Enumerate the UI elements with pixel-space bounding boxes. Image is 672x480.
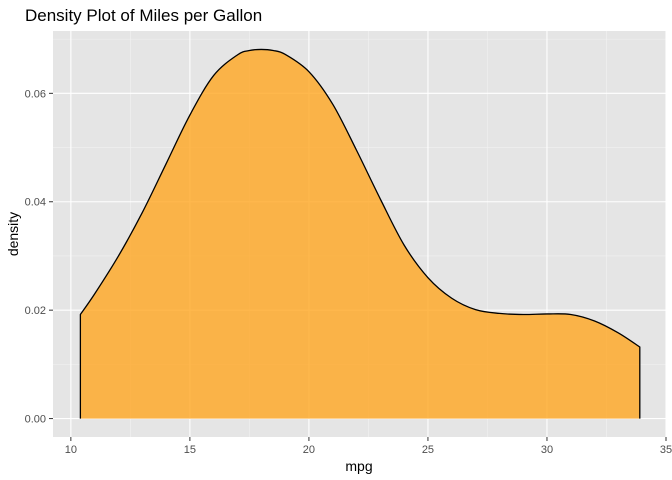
y-axis: 0.00 0.02 0.04 0.06 (25, 88, 53, 426)
y-tick-label: 0.00 (25, 414, 46, 426)
y-tick-label: 0.06 (25, 88, 46, 100)
x-axis-title: mpg (345, 458, 372, 474)
x-axis: 10 15 20 25 30 35 (65, 437, 672, 456)
density-area (80, 49, 640, 419)
x-tick-label: 15 (184, 444, 196, 456)
density-line (79, 48, 641, 419)
x-tick-label: 20 (303, 444, 315, 456)
x-tick-label: 10 (65, 444, 77, 456)
y-axis-title: density (5, 212, 21, 256)
x-tick-label: 35 (660, 444, 672, 456)
x-tick-label: 30 (541, 444, 553, 456)
y-tick-label: 0.04 (25, 197, 46, 209)
y-tick-label: 0.02 (25, 305, 46, 317)
chart-title: Density Plot of Miles per Gallon (25, 6, 262, 25)
x-tick-label: 25 (422, 444, 434, 456)
